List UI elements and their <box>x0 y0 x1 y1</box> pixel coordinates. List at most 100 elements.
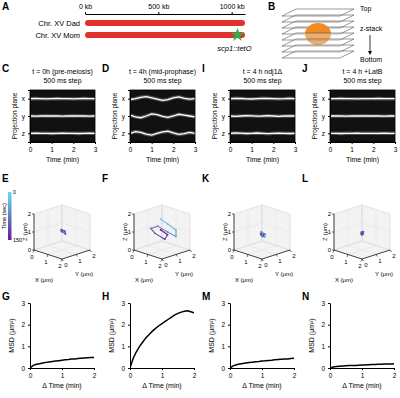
tick-mark <box>252 142 253 144</box>
tick-mark <box>128 303 130 304</box>
tick-label: 0 <box>229 146 233 153</box>
axis-title: Z (μm) <box>22 223 28 241</box>
panel-b: BTopz-stackBottom <box>268 1 383 63</box>
tick-label: 1 <box>144 259 148 265</box>
tick-label: 1000 kb <box>220 3 245 10</box>
tick-label: 500 kb <box>148 3 169 10</box>
tick-label: 0 <box>21 365 25 372</box>
axis-line <box>28 91 31 143</box>
axis-line <box>362 250 390 259</box>
trace <box>130 114 195 118</box>
tick-label: 2 <box>372 146 376 153</box>
panel-letter: A <box>2 1 9 12</box>
tick-mark <box>262 368 263 370</box>
tick: 0 kb <box>79 3 92 14</box>
tick: x <box>22 95 30 102</box>
msd-panel: H0120123Δ Time (min)MSD (μm²) <box>102 291 197 390</box>
grid-line <box>248 246 276 255</box>
trajectory-panel: E012012012X (μm)Y (μm)Z (μm)0150Time (se… <box>1 173 96 283</box>
grid-line <box>134 205 162 214</box>
tick-mark <box>133 250 134 253</box>
axis-line <box>328 91 331 143</box>
grid-line <box>334 205 362 214</box>
tick: 1 <box>361 368 365 379</box>
trajectory-segment <box>263 234 265 236</box>
tick-label: 2 <box>272 146 276 153</box>
tick-mark <box>161 259 162 262</box>
plot-background <box>30 90 95 142</box>
tick-label: 2 <box>393 372 397 379</box>
trajectory-point <box>164 238 166 240</box>
axis-line <box>134 250 162 259</box>
axis: xyz <box>322 91 331 143</box>
grid-line <box>148 246 176 255</box>
axis-title: MSD (μm²) <box>108 318 116 352</box>
tick: z <box>222 130 230 137</box>
panel-letter: C <box>2 63 9 74</box>
tick-mark <box>162 368 163 370</box>
axis-line <box>62 250 90 259</box>
axis-title: Time (min) <box>46 156 79 164</box>
tick-label: 2 <box>28 211 32 217</box>
tick: 1 <box>221 343 230 350</box>
trajectory-point <box>167 234 169 236</box>
axis: 0123 <box>229 142 298 153</box>
axis: 0123 <box>129 142 198 153</box>
axis: xyz <box>122 91 131 143</box>
tick-label: 2 <box>192 253 196 259</box>
tick-mark <box>128 325 130 326</box>
tick-label: z <box>322 130 325 137</box>
tick-mark <box>73 142 74 144</box>
axis-title: Y (μm) <box>75 271 93 277</box>
grid-line <box>148 246 176 255</box>
panel-letter: N <box>302 291 309 302</box>
trajectory-point <box>160 218 162 220</box>
trajectory-point <box>60 229 62 231</box>
tick-label: 1 <box>50 146 54 153</box>
subtitle: 500 ms step <box>43 77 81 85</box>
trajectory-segment <box>64 233 66 235</box>
axis-line <box>234 250 262 259</box>
trajectory <box>360 231 364 236</box>
tick-label: 2 <box>293 372 297 379</box>
tick: 1 <box>161 368 165 379</box>
grid-line <box>34 250 62 259</box>
tick-mark <box>228 346 230 347</box>
grid-line <box>334 241 362 250</box>
axis: 0 kb 500 kb 1000 kb <box>79 3 246 15</box>
tick-mark <box>158 12 159 14</box>
axis-title: Y (μm) <box>375 271 393 277</box>
tick-label: 1 <box>321 343 325 350</box>
axis-line <box>331 143 396 145</box>
panel-letter: D <box>102 63 109 74</box>
tick-label: 0 <box>128 247 132 253</box>
tick-mark <box>52 142 53 144</box>
axis: 0123 <box>329 142 398 153</box>
panel-letter: J <box>302 63 308 74</box>
tick-mark <box>294 368 295 370</box>
trajectory-point <box>160 229 162 231</box>
tick-mark <box>32 250 34 251</box>
tick-label: 0 <box>28 247 32 253</box>
tick-label: z <box>122 130 125 137</box>
tick: y <box>222 113 230 121</box>
tick: 0 <box>29 368 33 379</box>
axis-title: X (μm) <box>335 277 353 283</box>
grid-line <box>262 241 290 250</box>
tick: 1 <box>21 343 30 350</box>
trajectory-segment <box>168 224 176 230</box>
tick-mark <box>190 250 192 252</box>
tick-mark <box>332 214 334 215</box>
axis-title: Z (μm) <box>222 223 228 241</box>
chromosome-label: Chr. XV Mom <box>35 31 80 40</box>
tick-mark <box>290 250 292 252</box>
tick-label: 3 <box>94 146 98 153</box>
trajectory-point <box>260 231 262 233</box>
tick-label: 2 <box>358 263 362 269</box>
tick: 3 <box>321 300 330 307</box>
tick-label: 2 <box>292 253 296 259</box>
tick-mark <box>328 346 330 347</box>
grid-line <box>234 250 262 259</box>
tick-mark <box>228 133 230 134</box>
tick: 2 <box>193 368 197 379</box>
